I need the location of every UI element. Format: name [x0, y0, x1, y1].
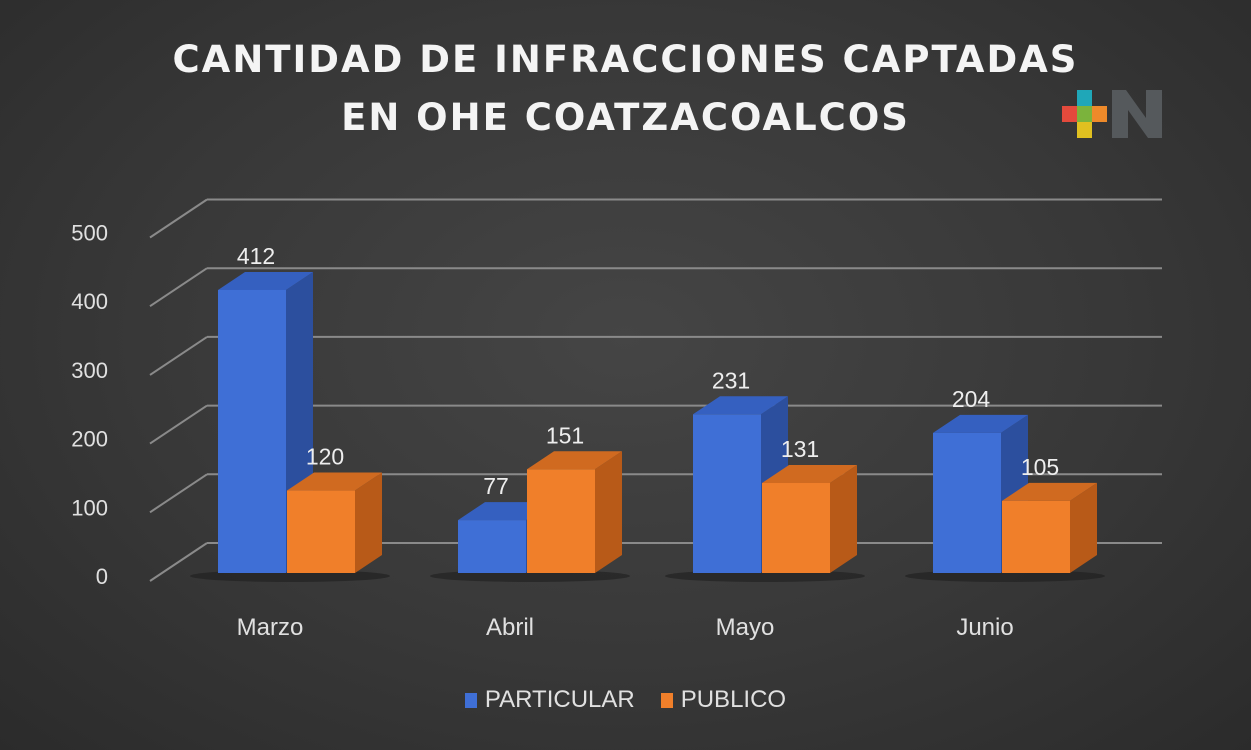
legend: PARTICULAR PUBLICO [0, 686, 1251, 714]
bar-top [933, 414, 1028, 433]
chart-title-line-1: CANTIDAD DE INFRACCIONES CAPTADAS [172, 38, 1079, 81]
bar-top [693, 396, 788, 415]
logo-icon [1062, 90, 1162, 138]
bar-top [218, 271, 313, 290]
bar-publico-marzo [287, 490, 355, 573]
data-label: 412 [237, 243, 275, 269]
y-tick-label: 400 [71, 289, 108, 314]
bar-particular-abril [458, 520, 526, 573]
bar-top [287, 472, 382, 491]
x-tick-label: Abril [486, 614, 534, 641]
gridline-depth [149, 473, 208, 514]
legend-swatch-publico [660, 692, 673, 708]
bar-publico-mayo [762, 483, 830, 573]
bar-publico-junio [1002, 500, 1070, 573]
chart-title-line-2: EN OHE COATZACOALCOS [341, 96, 910, 139]
bar-particular-junio [933, 432, 1001, 573]
y-tick-label: 500 [71, 221, 108, 246]
legend-label-publico: PUBLICO [680, 686, 787, 713]
bar-side [355, 472, 382, 573]
data-label: 131 [781, 436, 819, 462]
y-tick-label: 200 [71, 427, 108, 452]
bar-side [595, 451, 622, 573]
legend-swatch-particular [464, 692, 477, 708]
x-tick-label: Marzo [237, 614, 304, 641]
data-label: 105 [1021, 454, 1059, 480]
legend-label-particular: PARTICULAR [484, 686, 635, 713]
data-label: 151 [546, 422, 584, 448]
gridline-depth [149, 336, 208, 376]
gridline-depth [149, 542, 208, 582]
data-label: 204 [952, 386, 991, 412]
gridline-depth [149, 198, 208, 239]
bar-top [762, 465, 857, 484]
bar-top [527, 451, 622, 470]
bar-publico-abril [527, 469, 595, 573]
y-tick-label: 0 [96, 564, 108, 589]
x-tick-label: Mayo [716, 614, 775, 641]
data-label: 77 [483, 473, 509, 499]
data-label: 120 [306, 444, 344, 470]
x-tick-label: Junio [956, 614, 1013, 641]
y-tick-label: 100 [71, 495, 108, 520]
bar-particular-mayo [693, 414, 761, 573]
y-tick-label: 300 [71, 358, 108, 383]
bar-particular-marzo [218, 289, 286, 573]
legend-item-particular: PARTICULAR [464, 686, 635, 714]
gridline-depth [149, 267, 208, 308]
gridline-depth [149, 404, 208, 445]
data-label: 231 [712, 367, 750, 393]
bar-side [830, 465, 857, 573]
bar-side [1070, 482, 1097, 573]
bar-top [1002, 482, 1097, 501]
legend-item-publico: PUBLICO [660, 686, 787, 714]
